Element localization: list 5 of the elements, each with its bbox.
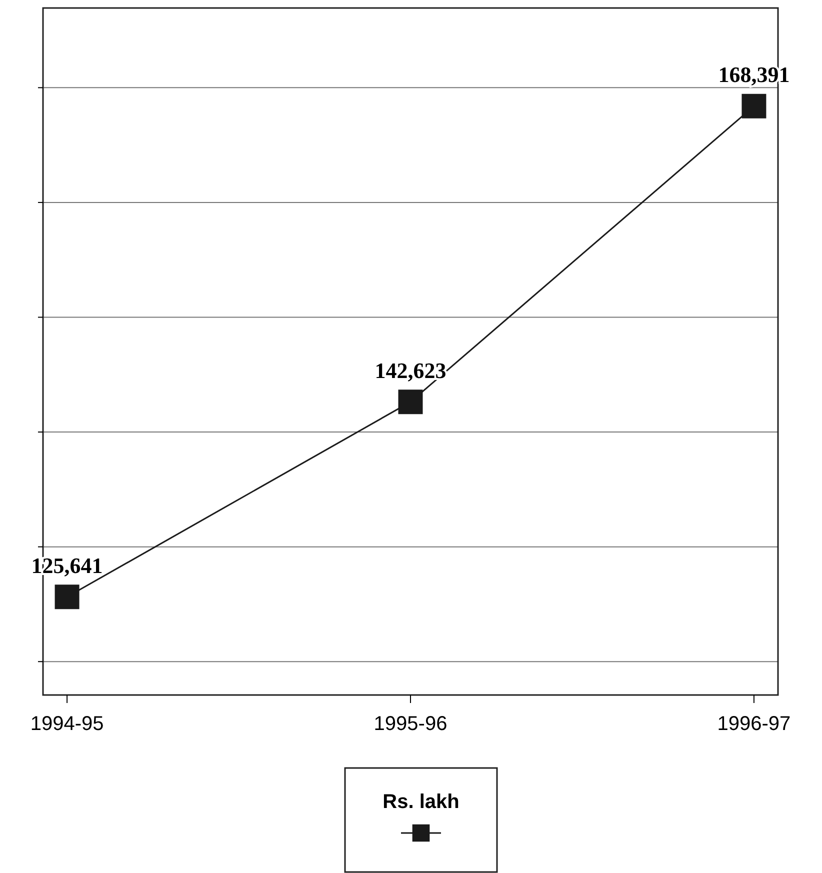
- text: Rs. lakh: [382, 791, 460, 813]
- x-tick-label: 1994-95: [30, 713, 104, 735]
- x-tick-label: 1995-96: [374, 713, 448, 735]
- x-tick-label: 1996-97: [717, 713, 791, 735]
- data-label: 142,623: [374, 358, 446, 383]
